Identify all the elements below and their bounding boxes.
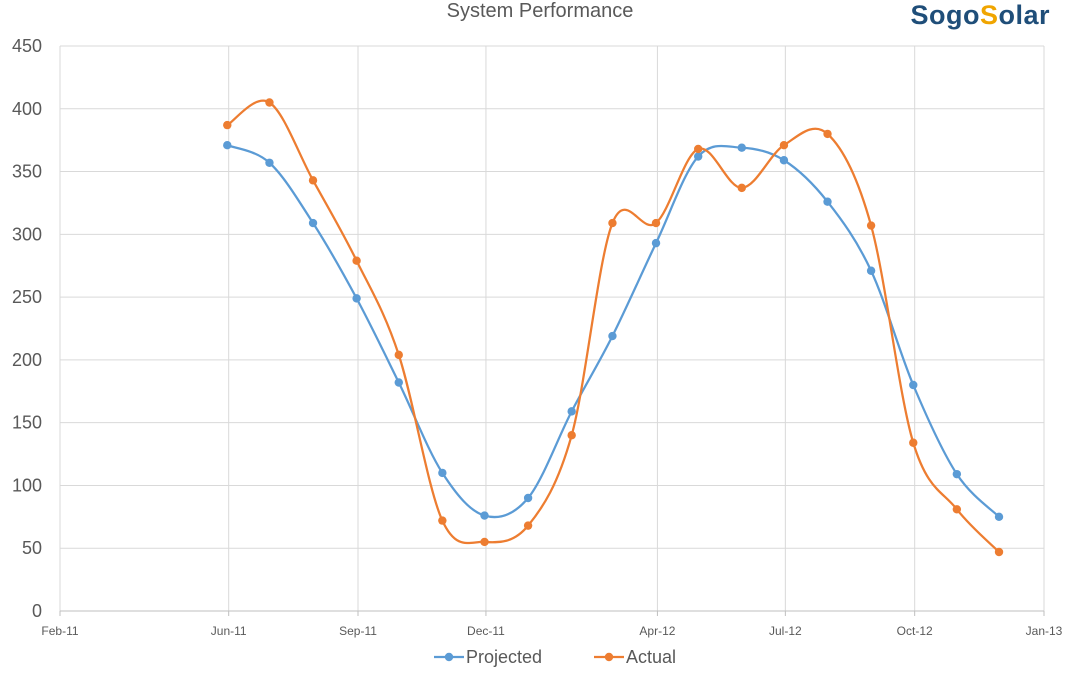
logo-part-sogo: Sogo bbox=[910, 0, 980, 30]
projected-data-point bbox=[909, 380, 918, 390]
projected-data-point bbox=[823, 197, 832, 206]
actual-data-point bbox=[952, 505, 962, 514]
logo-part-olar: olar bbox=[998, 0, 1050, 30]
projected-data-point bbox=[737, 143, 746, 152]
legend-actual-marker bbox=[604, 652, 614, 662]
projected-series-line bbox=[226, 144, 1000, 519]
projected-data-point bbox=[352, 294, 361, 303]
actual-data-point bbox=[438, 516, 447, 525]
actual-data-point bbox=[693, 144, 703, 154]
y-tick-label: 450 bbox=[12, 36, 42, 56]
actual-data-point bbox=[567, 431, 576, 440]
y-tick-label: 0 bbox=[32, 601, 42, 621]
projected-data-point bbox=[223, 140, 232, 150]
chart-title: System Performance bbox=[446, 0, 634, 22]
y-tick-label: 300 bbox=[12, 224, 42, 244]
actual-data-point bbox=[480, 537, 489, 547]
y-tick-label: 150 bbox=[12, 413, 42, 433]
projected-data-point bbox=[994, 512, 1004, 522]
actual-data-point bbox=[651, 218, 661, 228]
y-tick-label: 100 bbox=[12, 475, 42, 495]
projected-data-point bbox=[308, 218, 318, 228]
projected-data-point bbox=[523, 493, 533, 503]
actual-data-point bbox=[823, 129, 832, 139]
projected-data-point bbox=[480, 511, 489, 520]
sogosolar-logo: SogoSolar bbox=[910, 0, 1050, 31]
y-tick-label: 250 bbox=[12, 287, 42, 307]
actual-data-point bbox=[265, 98, 274, 107]
projected-data-point bbox=[608, 331, 617, 341]
x-tick-label: Sep-11 bbox=[339, 624, 377, 638]
projected-data-point bbox=[779, 156, 789, 165]
y-tick-label: 50 bbox=[22, 538, 42, 558]
legend-projected-label: Projected bbox=[466, 647, 542, 667]
actual-series-line bbox=[226, 99, 1000, 553]
actual-data-point bbox=[866, 221, 876, 230]
actual-data-point bbox=[994, 547, 1004, 557]
projected-data-point bbox=[952, 469, 962, 479]
x-tick-label: Dec-11 bbox=[467, 624, 505, 638]
actual-data-point bbox=[394, 350, 403, 360]
x-tick-label: Oct-12 bbox=[897, 624, 933, 638]
actual-data-point bbox=[608, 218, 617, 228]
legend-projected-marker bbox=[444, 652, 454, 662]
y-tick-label: 200 bbox=[12, 350, 42, 370]
x-tick-label: Apr-12 bbox=[639, 624, 675, 638]
actual-data-point bbox=[737, 183, 746, 193]
logo-part-s: S bbox=[979, 0, 999, 30]
projected-data-point bbox=[265, 158, 274, 167]
projected-data-point bbox=[567, 407, 576, 416]
x-tick-label: Jun-11 bbox=[211, 624, 247, 638]
x-tick-label: Jan-13 bbox=[1026, 624, 1063, 638]
actual-data-point bbox=[223, 120, 232, 130]
projected-data-point bbox=[866, 266, 876, 275]
x-tick-label: Jul-12 bbox=[769, 624, 802, 638]
actual-data-point bbox=[779, 140, 789, 150]
projected-data-point bbox=[693, 152, 703, 161]
actual-data-point bbox=[523, 521, 533, 530]
y-tick-label: 350 bbox=[12, 162, 42, 182]
actual-data-point bbox=[909, 438, 918, 447]
legend-actual-label: Actual bbox=[626, 647, 676, 667]
projected-data-point bbox=[394, 378, 403, 387]
x-tick-label: Feb-11 bbox=[41, 624, 78, 638]
projected-data-point bbox=[438, 468, 447, 478]
actual-data-point bbox=[308, 176, 318, 185]
y-tick-label: 400 bbox=[12, 99, 42, 119]
projected-data-point bbox=[651, 238, 661, 248]
actual-data-point bbox=[352, 256, 361, 265]
